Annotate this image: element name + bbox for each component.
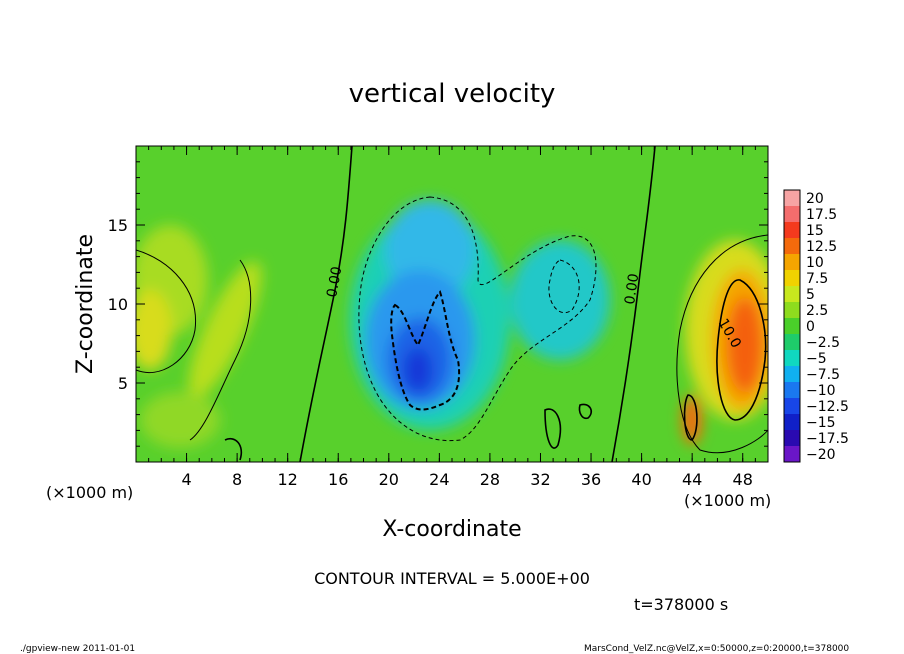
contour-pos-5-arm	[189, 259, 252, 441]
colorbar-swatch	[784, 254, 800, 271]
contour-pos-10	[716, 279, 767, 421]
y-axis: 5 10 15	[108, 145, 768, 463]
colorbar-label: 7.5	[806, 271, 828, 287]
colorbar-label: 2.5	[806, 303, 828, 319]
colorbar-swatch	[784, 270, 800, 287]
y-axis-label: Z-coordinate	[73, 234, 98, 374]
colorbar-label: −17.5	[806, 431, 849, 447]
contour-pos-5-left	[136, 249, 197, 374]
colorbar-label: −20	[806, 447, 836, 463]
contour-zero-left	[299, 146, 353, 462]
colorbar-swatch	[784, 222, 800, 239]
y-tick-label: 5	[118, 374, 128, 393]
x-tick-label: 44	[682, 470, 702, 489]
colorbar-swatch	[784, 382, 800, 399]
x-tick-label: 4	[181, 470, 191, 489]
colorbar-label: −15	[806, 415, 836, 431]
x-unit-label-left: (×1000 m)	[46, 483, 133, 502]
colorbar-swatch	[784, 286, 800, 303]
contour-neg-5	[358, 196, 597, 442]
footer-left: ./gpview-new 2011-01-01	[20, 644, 135, 654]
field-blob-left-mid	[136, 290, 172, 370]
footer-right: MarsCond_VelZ.nc@VelZ,x=0:50000,z=0:2000…	[584, 644, 849, 654]
colorbar-swatch	[784, 238, 800, 255]
colorbar-label: 5	[806, 287, 815, 303]
colorbar-label: −7.5	[806, 367, 840, 383]
contour-label-zero-right: 0.00	[622, 272, 642, 305]
colorbar-swatch	[784, 366, 800, 383]
x-tick-label: 20	[379, 470, 399, 489]
colorbar-label: 17.5	[806, 207, 837, 223]
contour-zero-right	[611, 146, 656, 462]
x-tick-label: 24	[429, 470, 449, 489]
colorbar-label: 0	[806, 319, 815, 335]
colorbar: 2017.51512.5107.552.50−2.5−5−7.5−10−12.5…	[783, 189, 849, 463]
colorbar-swatch	[784, 334, 800, 351]
x-tick-label: 40	[631, 470, 651, 489]
contour-label-zero-left: 0.00	[324, 265, 345, 298]
contour-small-2	[544, 408, 562, 449]
x-unit-label-right: (×1000 m)	[684, 491, 771, 510]
contour-interval: CONTOUR INTERVAL = 5.000E+00	[314, 569, 590, 588]
contour-pos-5-right	[676, 234, 768, 454]
colorbar-label: −10	[806, 383, 836, 399]
colorbar-swatch	[784, 398, 800, 415]
field-blob-pos-right-core	[727, 297, 763, 393]
field-blob-neg-deep	[404, 348, 432, 392]
colorbar-label: 10	[806, 255, 824, 271]
field-blob-left-arm	[188, 261, 262, 399]
x-tick-label: 8	[232, 470, 242, 489]
contour-neg-5-right	[548, 259, 580, 313]
colorbar-swatch	[784, 190, 800, 207]
contour-small-4	[683, 394, 698, 441]
x-tick-label: 12	[278, 470, 298, 489]
colorbar-label: −5	[806, 351, 827, 367]
x-axis-label: X-coordinate	[382, 517, 521, 542]
colorbar-label: 15	[806, 223, 824, 239]
time-stamp: t=378000 s	[634, 595, 728, 614]
x-tick-label: 32	[530, 470, 550, 489]
contour-small-3	[578, 403, 592, 420]
x-tick-label: 16	[328, 470, 348, 489]
colorbar-swatch	[784, 350, 800, 367]
field-blob-left-base	[140, 392, 220, 448]
colorbar-swatch	[784, 414, 800, 431]
x-tick-label: 28	[480, 470, 500, 489]
colorbar-swatch	[784, 446, 800, 463]
field-blob-neg-right	[510, 240, 610, 360]
x-tick-label: 36	[581, 470, 601, 489]
colorbar-swatch	[784, 430, 800, 447]
x-axis: 4 8 12 16 20 24 28 32 36 40 44 48	[135, 146, 769, 489]
colorbar-label: 12.5	[806, 239, 837, 255]
y-tick-label: 15	[108, 216, 128, 235]
colorbar-swatch	[784, 302, 800, 319]
colorbar-frame	[783, 189, 801, 463]
contour-neg-10	[390, 290, 460, 411]
colorbar-label: −12.5	[806, 399, 849, 415]
colorbar-swatch	[784, 318, 800, 335]
y-tick-label: 10	[108, 295, 128, 314]
contour-small-1	[224, 438, 243, 461]
chart-title: vertical velocity	[349, 79, 556, 109]
colorbar-label: 20	[806, 191, 824, 207]
x-tick-label: 48	[733, 470, 753, 489]
plot-area: 0.00 0.00 10.0	[136, 146, 768, 462]
colorbar-label: −2.5	[806, 335, 840, 351]
colorbar-swatch	[784, 206, 800, 223]
